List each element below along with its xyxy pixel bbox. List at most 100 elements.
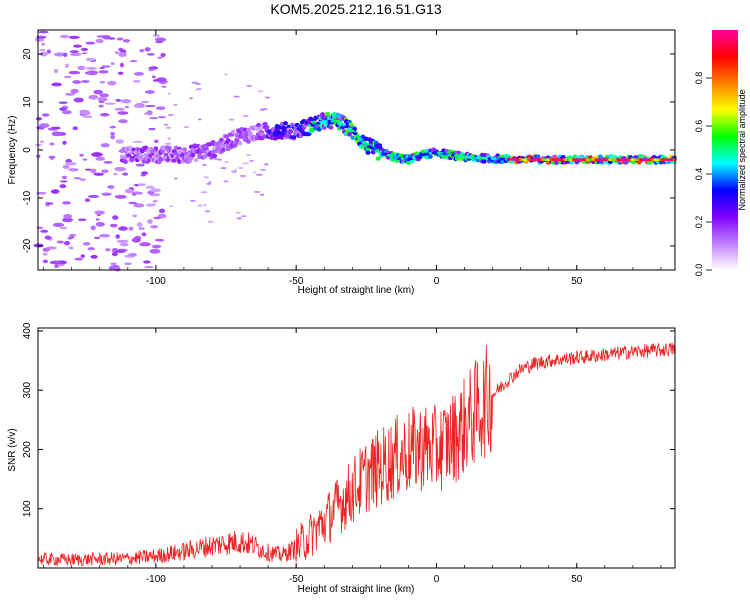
spectrogram-cell (173, 103, 178, 106)
spectrogram-cell (114, 51, 120, 55)
spectrogram-cell (361, 140, 366, 144)
spectrogram-cell (139, 48, 145, 53)
spectrogram-cell (254, 135, 260, 141)
spectrogram-cell (169, 205, 174, 208)
spectrogram-cell (163, 152, 169, 157)
spectrogram-cell (134, 72, 144, 76)
spectrogram-cell (101, 192, 112, 196)
spectrogram-cell (132, 79, 141, 83)
spectrogram-cell (375, 156, 381, 161)
spectrogram-cell (161, 85, 167, 88)
spectrogram-cell (132, 214, 137, 218)
spectrogram-ytick-label: -20 (22, 238, 33, 253)
spectrogram-cell (51, 131, 62, 137)
spectrogram-cell (110, 132, 115, 135)
spectrogram-xtick-label: 50 (571, 276, 583, 287)
spectrogram-cell (173, 177, 178, 180)
spectrogram-cell (229, 118, 235, 121)
spectrogram-cell (155, 106, 166, 110)
spectrogram-cell (193, 157, 199, 163)
spectrogram-cell (79, 153, 84, 157)
spectrogram-cell (128, 226, 134, 231)
spectrogram-cell (158, 208, 166, 214)
snr-ytick-label: 200 (22, 441, 33, 458)
spectrogram-cell (59, 226, 68, 230)
spectrogram-cell (264, 96, 271, 99)
spectrogram-cell (153, 139, 159, 144)
spectrogram-cell (279, 135, 285, 140)
snr-panel: -100 -50 0 50 100 200 300 400 Height of straig… (7, 322, 676, 595)
spectrogram-cell (150, 188, 162, 193)
spectrogram-cell (90, 168, 97, 174)
spectrogram-cell (377, 143, 383, 148)
spectrogram-cell (137, 183, 146, 187)
spectrogram-cell (63, 52, 68, 57)
spectrogram-cell (59, 184, 67, 189)
spectrogram-cell (82, 241, 91, 246)
spectrogram-cell (40, 140, 45, 143)
snr-frame (37, 327, 676, 569)
spectrogram-cell (42, 259, 48, 264)
spectrogram-cell (82, 158, 88, 161)
spectrogram-cell (144, 47, 151, 52)
spectrogram-cell (118, 226, 128, 231)
spectrogram-cell (204, 210, 211, 213)
spectrogram-cell (350, 129, 355, 133)
spectrogram-cell (141, 232, 147, 237)
spectrogram-cell (90, 254, 98, 259)
spectrogram-cell (91, 152, 103, 157)
snr-xtick-label: -50 (289, 574, 304, 585)
spectrogram-cell (112, 215, 119, 220)
spectrogram-cell (213, 157, 219, 160)
spectrogram-cell (82, 115, 93, 119)
spectrogram-cell (62, 140, 67, 145)
spectrogram-cell (259, 168, 267, 171)
spectrogram-cell (95, 218, 100, 221)
spectrogram-cell (59, 34, 69, 39)
spectrogram-cell (114, 266, 121, 272)
spectrogram-cell (157, 115, 166, 119)
spectrogram-cell (52, 222, 65, 228)
spectrogram-cell (95, 222, 105, 227)
spectrogram-cell (636, 160, 642, 165)
spectrogram-cell (230, 170, 237, 173)
spectrogram-cell (107, 185, 115, 189)
spectrogram-cell (259, 193, 265, 196)
spectrogram-cell (259, 108, 265, 111)
colorbar-tick-label: 0.4 (694, 168, 704, 181)
spectrogram-cell (115, 234, 120, 239)
spectrogram-cell (88, 94, 99, 100)
spectrogram-cell (352, 132, 358, 136)
spectrogram-cell (110, 134, 115, 140)
spectrogram-cell (39, 51, 48, 57)
spectrogram-cell (85, 41, 96, 45)
spectrogram-cell (49, 142, 55, 146)
spectrogram-cell (56, 240, 65, 244)
spectrogram-cell (237, 141, 243, 146)
spectrogram-cell (115, 249, 126, 253)
spectrogram-cell (119, 62, 125, 68)
spectrogram-cell (152, 34, 161, 38)
spectrogram-cell (233, 95, 240, 98)
spectrogram-cell (93, 172, 104, 176)
spectrogram-cell (167, 113, 174, 116)
spectrogram-cell (202, 164, 207, 167)
spectrogram-cell (224, 134, 229, 139)
spectrogram-cell (72, 126, 78, 131)
spectrogram-cell (46, 49, 51, 54)
spectrogram-cell (151, 244, 162, 249)
snr-xtick-label: -100 (146, 574, 166, 585)
spectrogram-x-label: Height of straight line (km) (298, 285, 415, 296)
spectrogram-cell (123, 155, 128, 160)
spectrogram-cell (347, 132, 352, 137)
spectrogram-cell (190, 152, 196, 158)
spectrogram-cell (120, 98, 132, 104)
spectrogram-cell (64, 63, 70, 69)
spectrogram-cell (197, 204, 203, 207)
spectrogram-cell (98, 104, 104, 108)
spectrogram-cell (50, 126, 61, 130)
spectrogram-cell (164, 142, 172, 145)
spectrogram-cell (87, 194, 100, 198)
spectrogram-cell (189, 97, 193, 100)
spectrogram-cell (53, 52, 66, 57)
